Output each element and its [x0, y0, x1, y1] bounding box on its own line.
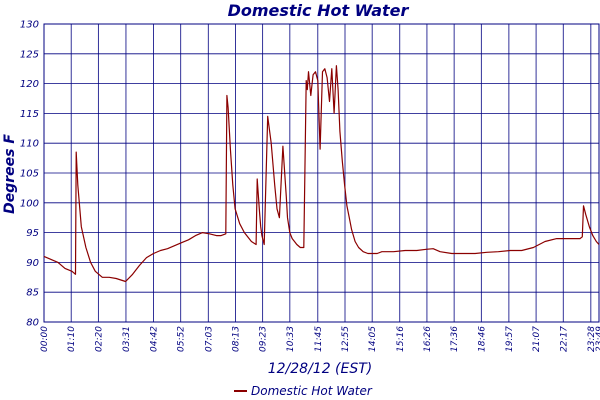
y-axis-label: Degrees F [2, 134, 18, 214]
x-tick-label: 18:46 [477, 326, 487, 352]
x-tick-label: 01:10 [67, 326, 77, 352]
chart-title: Domestic Hot Water [228, 1, 410, 20]
x-tick-label: 23:28 [587, 326, 597, 352]
x-tick-label: 22:17 [559, 326, 569, 352]
x-tick-label: 21:07 [532, 326, 542, 352]
x-tick-label: 02:20 [94, 326, 104, 352]
y-tick-label: 120 [20, 79, 39, 90]
x-tick-label: 03:31 [122, 326, 132, 352]
y-axis-ticks: 80 85 90 95 100 105 110 115 120 125 130 [20, 20, 39, 329]
y-tick-label: 110 [20, 139, 39, 150]
x-tick-label: 14:05 [368, 326, 378, 352]
y-tick-label: 100 [20, 198, 39, 209]
x-tick-label: 23:49 [595, 326, 600, 352]
x-tick-label: 10:33 [286, 326, 296, 352]
y-tick-label: 115 [20, 109, 39, 120]
y-tick-label: 85 [26, 288, 39, 299]
y-tick-label: 80 [26, 318, 39, 329]
x-tick-label: 17:36 [450, 326, 460, 352]
x-tick-label: 07:03 [204, 326, 214, 352]
x-tick-label: 04:42 [150, 326, 160, 352]
x-tick-label: 15:16 [396, 326, 406, 352]
y-tick-label: 105 [20, 169, 39, 180]
legend: Domestic Hot Water [234, 384, 373, 398]
x-tick-label: 05:52 [177, 326, 187, 352]
x-tick-label: 16:26 [423, 326, 433, 352]
x-tick-label: 12:55 [341, 326, 351, 352]
grid [43, 23, 600, 323]
x-axis-ticks: 00:00 01:10 02:20 03:31 04:42 05:52 07:03 08:13… [40, 326, 600, 352]
x-axis-label: 12/28/12 (EST) [268, 361, 373, 377]
legend-label: Domestic Hot Water [251, 384, 373, 398]
x-tick-label: 00:00 [40, 326, 50, 352]
x-tick-label: 19:57 [505, 326, 515, 352]
y-tick-label: 95 [26, 228, 39, 239]
y-tick-label: 125 [20, 49, 39, 60]
series-line-domestic-hot-water [43, 65, 600, 283]
x-tick-label: 09:23 [259, 326, 269, 352]
y-tick-label: 90 [26, 258, 39, 269]
x-tick-label: 08:13 [231, 326, 241, 352]
x-tick-label: 11:45 [314, 326, 324, 352]
y-tick-label: 130 [20, 20, 39, 31]
